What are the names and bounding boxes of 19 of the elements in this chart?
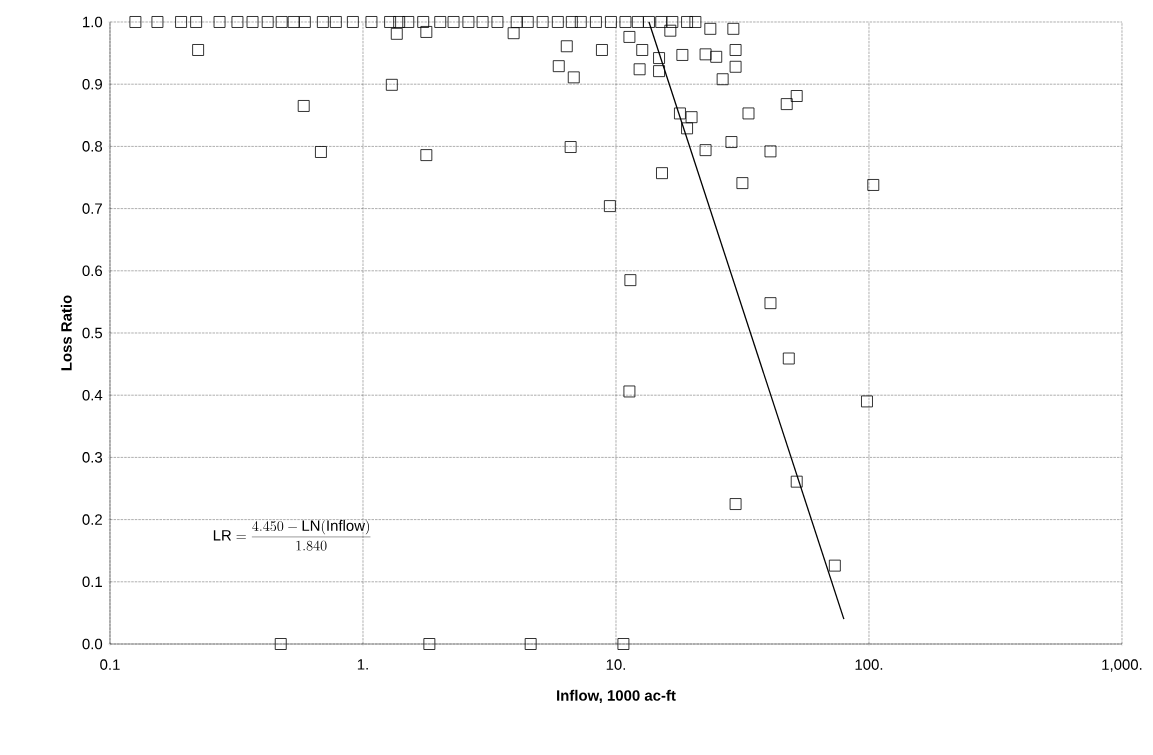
- x-tick-label: 1,000.: [1102, 659, 1142, 672]
- y-tick-label: 0.3: [82, 452, 103, 463]
- x-tick-label: 10.: [606, 659, 625, 670]
- y-tick-label: 0.2: [82, 514, 102, 525]
- x-axis-title: Inflow, 1000 ac-ft: [557, 689, 676, 703]
- x-tick-label: 0.1: [100, 659, 120, 670]
- x-tick-label: 1.: [357, 659, 368, 670]
- y-tick-label: 0.8: [82, 141, 103, 152]
- y-tick-label: 1.0: [83, 16, 103, 28]
- y-tick-label: 0.6: [82, 265, 103, 277]
- y-tick-label: 0.9: [82, 78, 102, 90]
- y-tick-label: 0.0: [82, 638, 103, 650]
- y-tick-label: 0.1: [82, 576, 102, 588]
- y-axis-title: Loss Ratio: [60, 295, 72, 371]
- x-tick-label: 100.: [855, 659, 883, 670]
- y-tick-label: 0.4: [82, 389, 103, 401]
- y-tick-label: 0.7: [82, 203, 102, 214]
- annotation: $\mathrm{LR}=\frac{4.450-\mathrm{LN(Inflow)}}{1.840}$: [213, 519, 371, 551]
- y-tick-label: 0.5: [82, 327, 103, 339]
